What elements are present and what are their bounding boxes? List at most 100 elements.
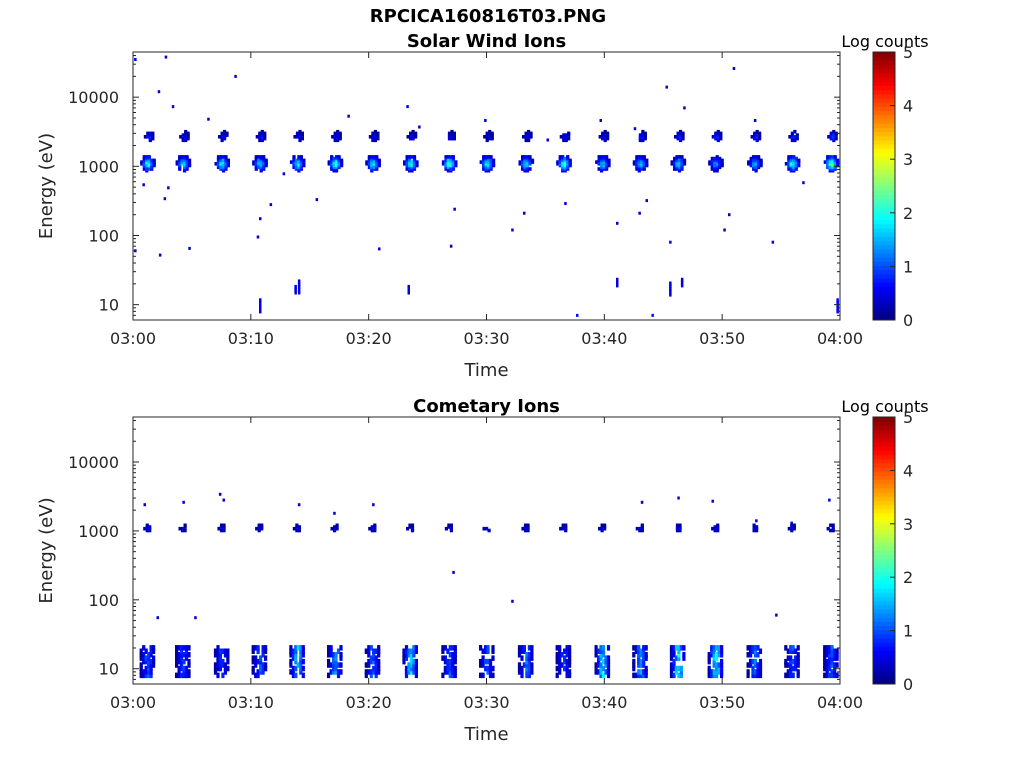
colorbar-swatch (873, 583, 895, 589)
heatmap-cell (710, 669, 714, 675)
heatmap-cell (484, 665, 488, 672)
heatmap-cell (183, 523, 187, 528)
heatmap-cell (402, 658, 406, 665)
heatmap-cell (453, 672, 457, 679)
heatmap-cell (644, 665, 648, 672)
heatmap-cell (677, 496, 680, 500)
heatmap-cell (261, 665, 265, 672)
heatmap-cell (367, 645, 371, 651)
heatmap-cell (152, 655, 156, 661)
heatmap-cell (441, 648, 445, 654)
heatmap-cell (146, 135, 150, 139)
heatmap-cell (530, 662, 534, 668)
heatmap-cell (258, 131, 262, 136)
heatmap-cell (707, 672, 711, 679)
heatmap-cell (479, 645, 483, 651)
heatmap-cell (835, 655, 839, 661)
heatmap-cell (451, 645, 455, 651)
heatmap-cell (251, 665, 255, 672)
heatmap-cell (670, 160, 674, 164)
heatmap-cell (756, 665, 760, 672)
colorbar-label: Log counts (841, 397, 928, 416)
y-tick-label: 1000 (78, 522, 119, 541)
heatmap-cell (377, 662, 381, 668)
heatmap-cell (601, 665, 606, 672)
heatmap-cell (184, 129, 188, 134)
heatmap-cell (789, 669, 793, 675)
heatmap-cell (708, 160, 712, 164)
heatmap-cell (717, 648, 721, 654)
heatmap-cell (828, 672, 832, 679)
heatmap-cell (289, 160, 294, 164)
heatmap-cell (223, 129, 227, 134)
colorbar-swatch (873, 282, 895, 287)
heatmap-cell (213, 665, 218, 672)
heatmap-cell (784, 662, 788, 668)
heatmap-cell (412, 669, 416, 675)
heatmap-cell (481, 655, 485, 661)
heatmap-cell (489, 158, 493, 163)
colorbar-tick-label: 5 (903, 408, 913, 427)
colorbar-swatch (873, 517, 895, 522)
heatmap-cell (299, 658, 303, 665)
colorbar-tick-label: 0 (903, 675, 913, 694)
heatmap-cell (264, 662, 268, 668)
heatmap-cell (188, 246, 191, 250)
heatmap-cell (669, 289, 672, 294)
heatmap-cell (756, 672, 760, 679)
heatmap-cell (336, 648, 341, 654)
heatmap-cell (256, 658, 260, 665)
heatmap-cell (491, 645, 495, 651)
colorbar-tick-label: 2 (903, 204, 913, 223)
heatmap-cell (831, 526, 835, 531)
heatmap-cell (599, 655, 603, 661)
heatmap-cell (825, 662, 829, 668)
heatmap-cell (639, 672, 643, 679)
heatmap-cell (364, 672, 368, 679)
heatmap-cell (485, 138, 489, 143)
heatmap-cell (327, 645, 331, 651)
heatmap-cell (674, 665, 678, 672)
colorbar-swatch (873, 471, 895, 476)
heatmap-cell (633, 127, 637, 131)
heatmap-cell (256, 648, 260, 654)
heatmap-cell (449, 155, 453, 159)
colorbar-tick-label: 3 (903, 515, 913, 534)
heatmap-cell (491, 648, 495, 654)
heatmap-cell (823, 662, 827, 668)
heatmap-cell (746, 645, 750, 651)
colorbar-swatch (873, 546, 895, 551)
heatmap-cell (481, 648, 485, 654)
x-tick-label: 03:40 (581, 693, 627, 712)
heatmap-cell (732, 67, 736, 70)
heatmap-cell (749, 648, 753, 654)
colorbar-swatch (873, 421, 895, 426)
heatmap-cell (222, 498, 225, 502)
heatmap-cell (373, 138, 377, 143)
heatmap-cell (712, 655, 716, 661)
heatmap-cell (226, 658, 230, 665)
heatmap-cell (784, 645, 788, 651)
heatmap-cell (831, 523, 835, 528)
heatmap-cell (525, 652, 529, 658)
heatmap-cell (330, 155, 334, 159)
colorbar-tick-label: 4 (903, 461, 913, 480)
colorbar-swatch (873, 467, 895, 472)
heatmap-cell (251, 658, 255, 665)
heatmap-cell (259, 306, 262, 311)
heatmap-cell (568, 158, 572, 163)
heatmap-cell (712, 645, 716, 651)
colorbar-swatch (873, 679, 895, 685)
heatmap-cell (404, 665, 409, 672)
heatmap-cell (517, 662, 522, 668)
heatmap-cell (488, 665, 493, 672)
heatmap-cell (299, 155, 303, 159)
heatmap-cell (795, 136, 799, 141)
heatmap-cell (226, 652, 230, 658)
heatmap-cell (152, 645, 156, 651)
heatmap-cell (479, 662, 483, 668)
heatmap-cell (527, 669, 531, 675)
colorbar-swatch (873, 537, 895, 543)
colorbar-swatch (873, 248, 895, 254)
heatmap-cell (143, 526, 147, 531)
